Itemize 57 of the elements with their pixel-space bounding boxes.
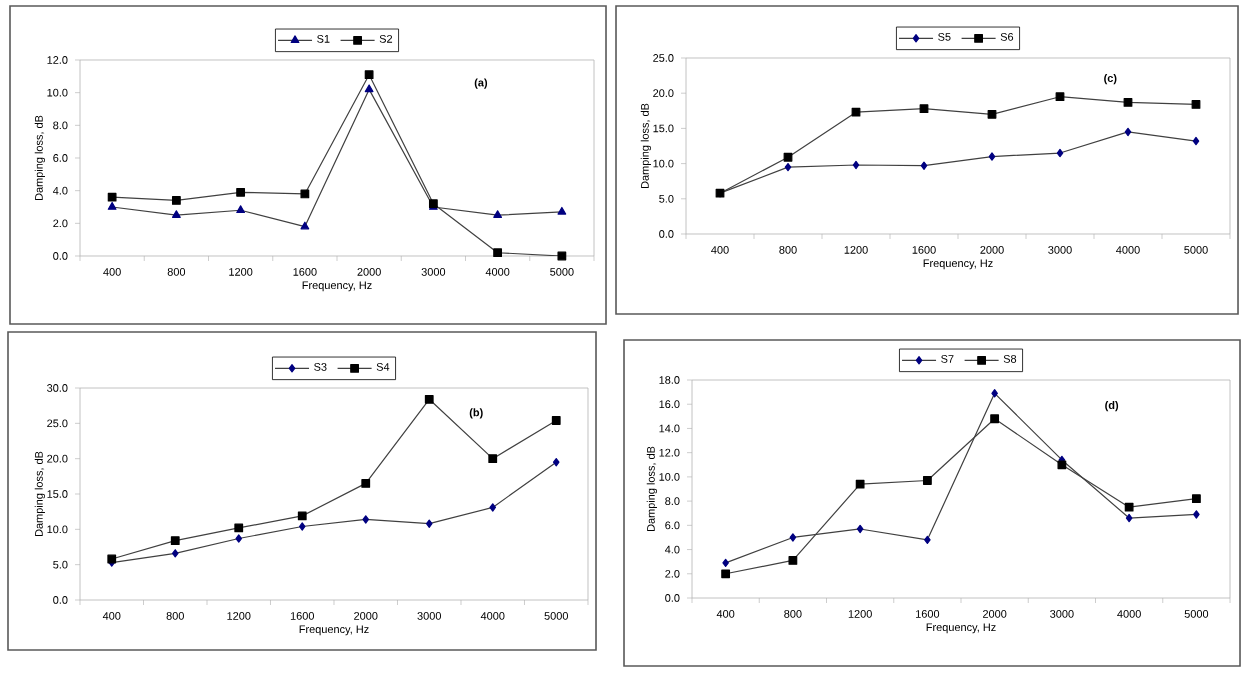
point	[364, 70, 374, 80]
point	[991, 389, 998, 398]
point	[489, 503, 497, 512]
point	[1057, 460, 1067, 470]
point	[107, 201, 117, 210]
point	[988, 152, 996, 161]
point	[789, 533, 797, 542]
point	[300, 189, 310, 199]
point	[298, 522, 306, 531]
point	[552, 458, 560, 467]
point	[1191, 494, 1201, 504]
point	[424, 394, 434, 404]
point	[297, 511, 307, 521]
point	[171, 210, 181, 218]
point	[557, 206, 567, 215]
point	[488, 454, 498, 464]
point	[922, 476, 932, 485]
point	[362, 515, 370, 524]
point	[493, 248, 503, 258]
point	[855, 479, 865, 489]
point	[557, 251, 567, 261]
point	[920, 161, 928, 170]
point	[788, 556, 798, 565]
point	[170, 536, 180, 546]
point	[919, 104, 929, 114]
point	[236, 205, 246, 214]
point	[990, 414, 1000, 424]
point	[1055, 92, 1065, 102]
point	[425, 519, 433, 528]
point	[1056, 148, 1064, 158]
point	[171, 196, 181, 205]
point	[1193, 510, 1200, 519]
point	[361, 479, 371, 488]
point	[721, 569, 731, 579]
point	[107, 192, 117, 202]
point	[722, 558, 729, 568]
point	[852, 160, 860, 170]
point	[235, 534, 243, 543]
point	[1123, 97, 1133, 107]
point	[924, 535, 931, 545]
point	[551, 416, 561, 425]
point	[1192, 136, 1200, 146]
point	[856, 524, 864, 534]
point	[1124, 502, 1134, 512]
point	[234, 523, 244, 533]
point	[783, 152, 793, 162]
point	[1191, 100, 1201, 109]
point	[171, 549, 179, 558]
point	[784, 162, 792, 172]
point	[493, 210, 503, 218]
point	[1124, 127, 1132, 137]
point	[987, 109, 997, 119]
point	[364, 84, 374, 93]
point	[1125, 513, 1133, 523]
point	[236, 187, 246, 197]
point	[300, 221, 310, 230]
point	[851, 107, 861, 117]
